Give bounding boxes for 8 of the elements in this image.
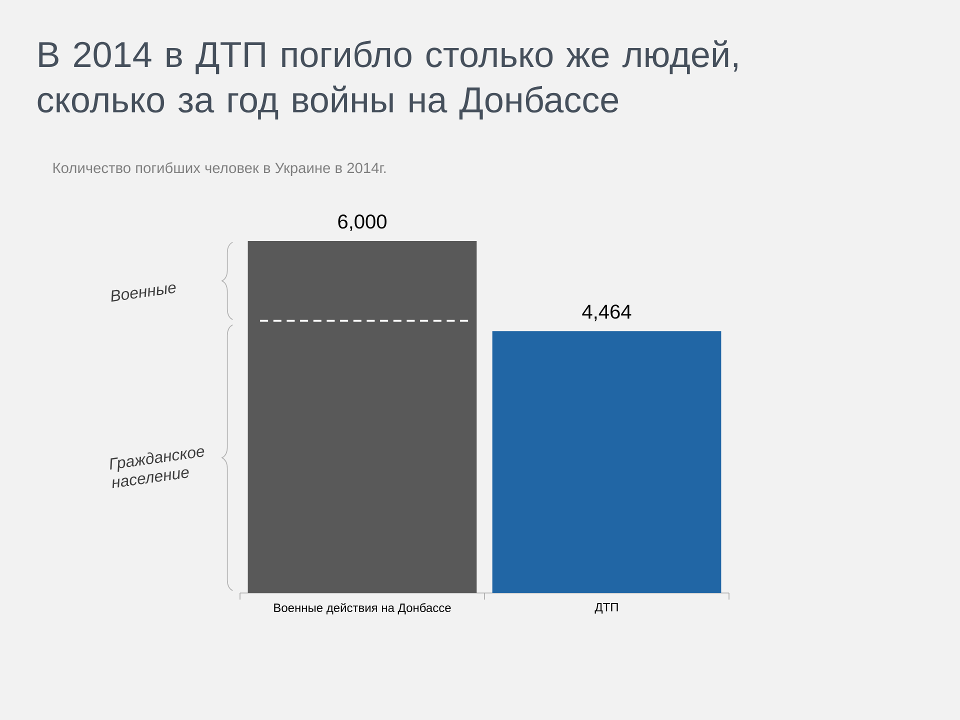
data-label: 4,464 [582,304,632,322]
text: Военные [111,284,176,302]
x-tick-label: ДТП [594,603,618,614]
data-label: 6,000 [338,214,386,232]
text: Гражданское население [110,448,204,488]
x-tick-label: Военные действия на Донбассе [274,603,451,614]
chart-title: В 2014 в ДТП погибло столько же людей, сколько за год войны на Донбассе [38,40,738,120]
chart-subtitle: Количество погибших человек в Украине в 2014г. [53,162,386,176]
